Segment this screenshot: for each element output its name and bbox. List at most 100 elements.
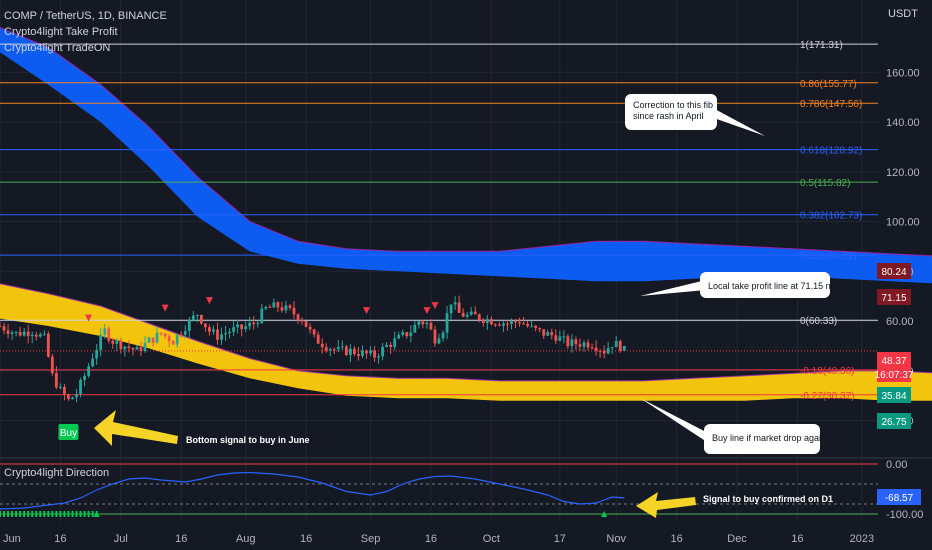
direction-signal-bar (0, 511, 1, 517)
candle-body (131, 348, 135, 350)
symbol-title[interactable]: COMP / TetherUS, 1D, BINANCE (4, 10, 167, 22)
candle-body (405, 332, 409, 337)
price-badge (877, 366, 911, 382)
direction-up-marker (601, 511, 608, 517)
candle-body (457, 302, 461, 313)
price-tick-label: 60.00 (886, 316, 914, 328)
candle-body (111, 340, 115, 344)
candle-body (465, 314, 469, 317)
indicator-tradeon-label[interactable]: Crypto4light TradeON (4, 42, 110, 54)
candle-body (123, 346, 127, 350)
candle-body (147, 337, 151, 343)
candle-body (179, 334, 183, 336)
candle-body (498, 324, 501, 326)
candle-body (30, 334, 34, 337)
candle-body (252, 322, 256, 325)
candle-body (167, 336, 171, 342)
time-tick-label: Jul (114, 533, 128, 545)
candle-body (421, 321, 425, 325)
candle-body (413, 324, 417, 333)
fib-levels: 1(171.31) 0.86(155.77) 0.786(147.56) 0.618(… (0, 40, 878, 402)
fib-label: -0.27(30.37) (800, 391, 854, 402)
annotation-box[interactable] (625, 94, 717, 130)
candle-body (139, 346, 143, 352)
blue-cloud-layer (0, 26, 932, 284)
candle-body (618, 341, 622, 351)
direction-indicator-pane: Crypto4light Direction Signal to buy conf… (0, 457, 932, 521)
candle-body (87, 366, 91, 376)
sell-signal-triangle (161, 304, 169, 312)
candle-body (353, 348, 356, 354)
time-axis: Jun 16 Jul 16 Aug 16 Sep 16 Oct 17 Nov 16 Dec 16 2023 (3, 533, 874, 545)
signal-markers: Buy (58, 297, 439, 440)
annotation-box[interactable] (704, 424, 820, 454)
candle-body (46, 333, 50, 357)
candle-body (316, 334, 320, 344)
direction-signal-bar (75, 511, 78, 517)
candle-body (449, 304, 453, 314)
direction-value-badge (877, 489, 921, 505)
candle-body (336, 347, 340, 350)
candle-body (357, 353, 360, 356)
sell-signal-triangle (85, 314, 93, 322)
candle-body (54, 373, 58, 388)
candle-body (83, 375, 86, 380)
candle-body (14, 331, 18, 333)
candle-body (332, 349, 336, 351)
annotation-text: Bottom signal to buy in June (186, 435, 310, 445)
price-badge-text: 16:07:37 (875, 370, 914, 381)
candle-body (212, 329, 215, 332)
fib-label: 0.5(115.82) (800, 178, 850, 189)
price-tick-label: 140.00 (886, 117, 920, 129)
candle-body (71, 397, 74, 400)
direction-signal-bar (67, 511, 70, 517)
price-badge (877, 352, 911, 368)
candle-body (534, 325, 538, 328)
fib-label: 0.618(128.92) (800, 146, 862, 157)
fib-label: 0.86(155.77) (800, 79, 857, 90)
candle-body (171, 341, 175, 345)
candle-body (493, 324, 497, 326)
price-badge (877, 289, 911, 305)
sell-signal-triangle (431, 302, 439, 310)
yellow-arrow (636, 492, 696, 518)
indicator-take-profit-label[interactable]: Crypto4light Take Profit (4, 26, 118, 38)
annotation-pointer (711, 107, 765, 136)
candle-body (292, 307, 296, 315)
direction-pane-title[interactable]: Crypto4light Direction (4, 467, 109, 479)
candle-body (514, 321, 517, 323)
candle-body (385, 344, 389, 347)
candle-body (236, 324, 240, 328)
fib-label: 0.786(147.56) (800, 99, 862, 110)
price-tick-label: 160.00 (886, 67, 920, 79)
candle-body (610, 347, 614, 349)
time-tick-label: 17 (554, 533, 566, 545)
direction-signal-bar (51, 511, 54, 517)
time-tick-label: 16 (175, 533, 187, 545)
direction-signal-bar (55, 511, 58, 517)
annotation-box[interactable] (700, 272, 830, 298)
candle-body (159, 332, 163, 334)
blue-cloud-band-edge (0, 26, 932, 257)
time-tick-label: 16 (791, 533, 803, 545)
candle-body (361, 350, 364, 356)
candle-body (38, 334, 42, 337)
candle-body (103, 328, 107, 335)
direction-signal-bar (71, 511, 74, 517)
candle-body (22, 331, 26, 336)
annotation-text: Local take profit line at 71.15 now (708, 281, 843, 291)
candle-body (481, 319, 485, 323)
candle-body (300, 320, 304, 322)
candle-body (344, 346, 348, 356)
direction-signal-bar (3, 511, 6, 517)
candle-body (50, 356, 54, 374)
direction-signal-bar (27, 511, 30, 517)
candle-body (522, 323, 525, 325)
annotation-text: Signal to buy confirmed on D1 (703, 494, 833, 504)
candle-body (304, 321, 308, 327)
candle-body (558, 336, 562, 341)
time-tick-label: Aug (236, 533, 256, 545)
candle-body (389, 344, 393, 348)
candle-body (2, 326, 6, 331)
candle-body (574, 339, 578, 345)
